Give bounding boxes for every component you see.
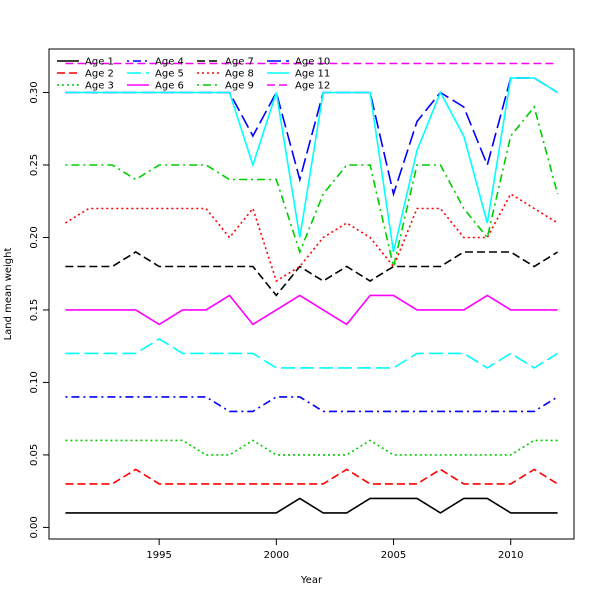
y-tick-label: 0.05: [29, 444, 40, 466]
y-axis-title: Land mean weight: [3, 248, 14, 341]
series-line-age-4: [65, 396, 559, 413]
x-axis: 1995 2000 2005 2010: [146, 539, 523, 561]
series-line-age-1: [65, 497, 558, 514]
y-axis: 0.00 0.05 0.10 0.15 0.20 0.25 0.30: [29, 81, 49, 539]
legend-label: Age 11: [295, 69, 330, 80]
legend-label: Age 6: [155, 81, 184, 92]
legend-label: Age 12: [295, 81, 330, 92]
x-axis-title: Year: [300, 575, 323, 586]
series-line-age-8: [64, 192, 559, 283]
y-tick-label: 0.20: [29, 226, 40, 248]
y-tick-label: 0.10: [29, 371, 40, 393]
series-line-age-3: [65, 439, 558, 456]
series-line-age-5: [65, 337, 559, 369]
series-line-age-2: [65, 468, 559, 485]
series-layer: [64, 62, 559, 514]
legend-label: Age 9: [225, 81, 254, 92]
legend-label: Age 5: [155, 69, 184, 80]
legend-label: Age 2: [85, 69, 114, 80]
series-line-age-7: [65, 251, 559, 297]
series-line-age-11: [65, 77, 559, 253]
legend-label: Age 1: [85, 57, 114, 68]
x-tick-label: 2010: [498, 550, 523, 561]
x-tick-label: 2000: [264, 550, 289, 561]
y-tick-label: 0.30: [29, 81, 40, 103]
legend-label: Age 7: [225, 57, 254, 68]
legend-label: Age 3: [85, 81, 114, 92]
series-line-age-6: [65, 294, 558, 326]
legend-label: Age 4: [155, 57, 184, 68]
y-tick-label: 0.00: [29, 516, 40, 538]
x-tick-label: 1995: [146, 550, 171, 561]
y-tick-label: 0.25: [29, 154, 40, 176]
legend-label: Age 8: [225, 69, 254, 80]
plot-frame: [48, 48, 575, 540]
x-tick-label: 2005: [381, 550, 406, 561]
y-tick-label: 0.15: [29, 299, 40, 321]
series-line-age-9: [65, 105, 559, 267]
legend-label: Age 10: [295, 57, 330, 68]
